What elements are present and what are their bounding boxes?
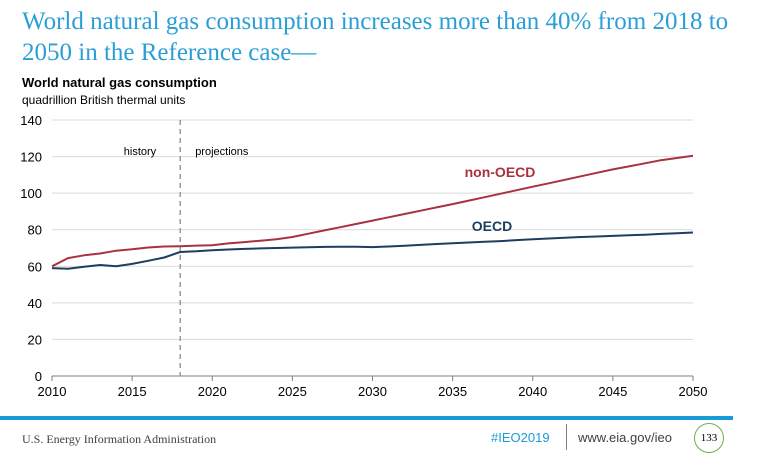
- y-tick-label: 120: [20, 150, 42, 165]
- y-tick-label: 100: [20, 186, 42, 201]
- y-tick-label: 40: [28, 296, 42, 311]
- history-label: history: [124, 146, 157, 158]
- x-tick-label: 2040: [518, 384, 547, 399]
- y-tick-label: 60: [28, 259, 42, 274]
- x-tick-label: 2030: [358, 384, 387, 399]
- footer-separator: [566, 424, 567, 450]
- page-number-badge: 133: [694, 423, 724, 453]
- x-tick-label: 2020: [198, 384, 227, 399]
- footer-source: U.S. Energy Information Administration: [22, 432, 217, 446]
- x-tick-label: 2050: [679, 384, 708, 399]
- headline: World natural gas consumption increases …: [22, 8, 729, 66]
- x-tick-label: 2010: [38, 384, 67, 399]
- series-label-non-oecd: non-OECD: [465, 164, 536, 180]
- y-tick-label: 80: [28, 223, 42, 238]
- footer-url-link[interactable]: www.eia.gov/ieo: [578, 430, 672, 445]
- chart-title: World natural gas consumption: [22, 75, 217, 90]
- y-tick-label: 20: [28, 332, 42, 347]
- x-tick-label: 2045: [598, 384, 627, 399]
- x-tick-label: 2015: [118, 384, 147, 399]
- series-line-non-oecd: [51, 154, 694, 268]
- footer-hashtag: #IEO2019: [491, 430, 550, 445]
- series-line-oecd: [51, 231, 694, 270]
- series-label-oecd: OECD: [472, 218, 512, 234]
- x-tick-label: 2035: [438, 384, 467, 399]
- chart-subtitle: quadrillion British thermal units: [22, 93, 186, 107]
- y-tick-label: 0: [35, 369, 42, 384]
- y-tick-label: 140: [20, 113, 42, 128]
- projections-label: projections: [195, 146, 249, 158]
- x-tick-label: 2025: [278, 384, 307, 399]
- footer-rule: [0, 416, 733, 420]
